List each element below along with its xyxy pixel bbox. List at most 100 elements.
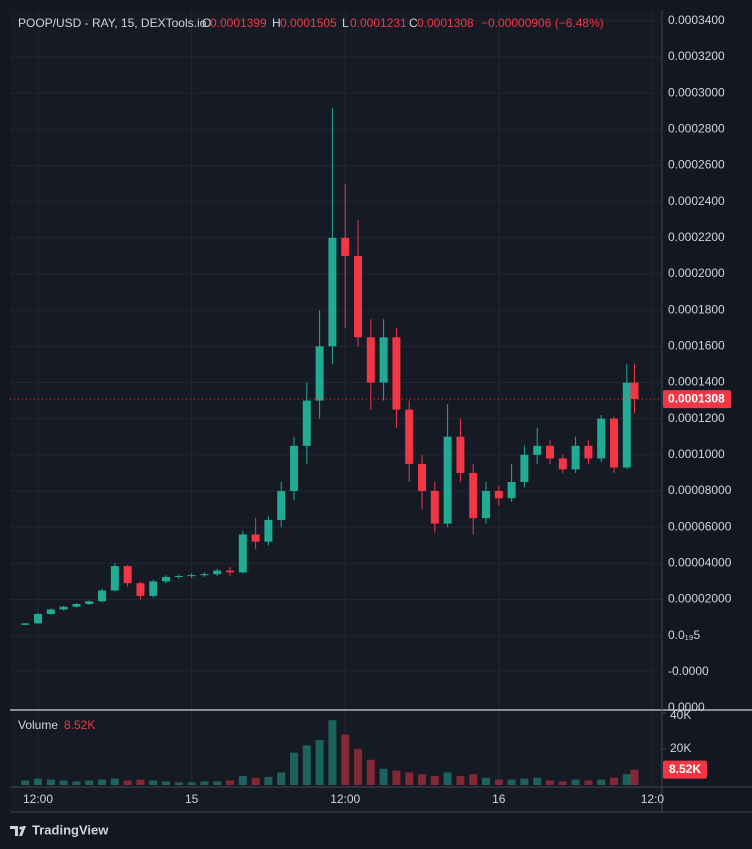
volume-bar <box>558 781 567 785</box>
volume-value-axis: 8.52K <box>669 762 701 776</box>
candle-body <box>328 237 337 347</box>
candle-body <box>392 337 401 410</box>
volume-bar <box>379 768 388 785</box>
candle-body <box>123 566 132 584</box>
candle-body <box>546 445 555 459</box>
volume-bar <box>34 778 43 785</box>
volume-bar <box>290 752 299 785</box>
candle-body <box>366 337 375 383</box>
legend-key: H <box>272 16 281 30</box>
candle-body <box>379 337 388 383</box>
y-tick-label: 0.0003000 <box>668 85 725 99</box>
y-tick-label: 0.0003400 <box>668 13 725 27</box>
volume-bar <box>302 745 311 785</box>
y-tick-label: 0.0001200 <box>668 411 725 425</box>
candle-body <box>226 570 235 573</box>
candle-body <box>213 570 222 575</box>
volume-bar <box>85 780 94 785</box>
volume-bar <box>213 781 222 785</box>
last-price-box <box>663 390 731 409</box>
volume-bar <box>494 779 503 785</box>
legend-key: O <box>202 16 211 30</box>
legend-value: 0.0001231 <box>350 16 407 30</box>
plot-area <box>10 10 662 812</box>
candle-body <box>264 519 273 542</box>
y-tick-label: -0.0000 <box>668 664 709 678</box>
volume-tick-label: 20K <box>670 741 691 755</box>
volume-bar <box>507 779 516 785</box>
candle-body <box>238 534 247 573</box>
volume-bar <box>136 779 145 785</box>
volume-bar <box>354 749 363 785</box>
brand: TradingView <box>32 822 109 837</box>
chart-title: POOP/USD - RAY, 15, DEXTools.io <box>18 16 207 30</box>
legend-key: L <box>342 16 349 30</box>
candle-body <box>341 237 350 256</box>
x-tick-label: 12:0 <box>641 792 665 806</box>
candle-body <box>584 445 593 459</box>
candle-body <box>443 436 452 524</box>
y-tick-label: 0.0002200 <box>668 230 725 244</box>
candle-body <box>200 574 209 576</box>
y-tick-label: 0.00008000 <box>668 483 732 497</box>
y-tick-label: 0.0001000 <box>668 447 725 461</box>
labels: O H L C 0.0001399 0.0001505 0.0001231 0.0001308… <box>23 13 732 806</box>
volume-bar <box>110 778 119 785</box>
candle-body <box>456 436 465 473</box>
y-tick-label: 0.00002000 <box>668 592 732 606</box>
candle-body <box>174 575 183 577</box>
volume-title: Volume <box>18 718 58 732</box>
candle-body <box>136 583 145 596</box>
candle-body <box>72 604 81 607</box>
volume-bar <box>72 781 81 785</box>
candle-body <box>277 491 286 520</box>
volume-bar <box>610 777 619 785</box>
candle-body <box>251 534 260 542</box>
volume-bar <box>123 780 132 785</box>
candle-body <box>110 566 119 591</box>
y-tick-label: 0.0₁₉5 <box>668 628 700 642</box>
volume-bar <box>174 782 183 785</box>
volume-bar <box>162 781 171 785</box>
candle-body <box>354 255 363 338</box>
x-tick-label: 12:00 <box>23 792 53 806</box>
candle-body <box>302 400 311 446</box>
candle-body <box>21 623 30 625</box>
volume-bar <box>482 777 491 785</box>
y-tick-label: 0.0001600 <box>668 339 725 353</box>
candle-body <box>405 409 414 464</box>
candle-body <box>418 463 427 492</box>
legend-value: 0.0001308 <box>417 16 474 30</box>
volume-bar <box>187 782 196 785</box>
volume-bar <box>456 776 465 785</box>
candle-body <box>315 346 324 401</box>
candle-body <box>622 382 631 468</box>
volume-bar <box>264 776 273 785</box>
volume-bar <box>546 780 555 785</box>
volume-bar <box>328 720 337 785</box>
y-tick-label: 0.0002800 <box>668 122 725 136</box>
volume-bar <box>238 776 247 785</box>
volume-value-box <box>663 760 707 779</box>
candle-body <box>98 590 107 602</box>
candle-body <box>507 481 516 499</box>
candle-body <box>469 472 478 519</box>
volume-bar <box>630 769 639 785</box>
volume-bar <box>430 776 439 785</box>
volume-tick-label: 40K <box>670 708 691 722</box>
candle-body <box>533 445 542 455</box>
candle-body <box>85 601 94 605</box>
legend-value: 0.0001505 <box>280 16 337 30</box>
candle-body <box>290 445 299 492</box>
volume-value: 8.52K <box>64 718 95 732</box>
last-price-label: 0.0001308 <box>668 391 725 405</box>
volume-bar <box>149 780 158 785</box>
candle-body <box>430 491 439 524</box>
volume-bar <box>226 780 235 785</box>
volume-bar <box>418 774 427 785</box>
candle-body <box>482 491 491 519</box>
volume-bar <box>571 779 580 785</box>
volume-bar <box>622 774 631 785</box>
y-tick-label: 0.0002600 <box>668 158 725 172</box>
